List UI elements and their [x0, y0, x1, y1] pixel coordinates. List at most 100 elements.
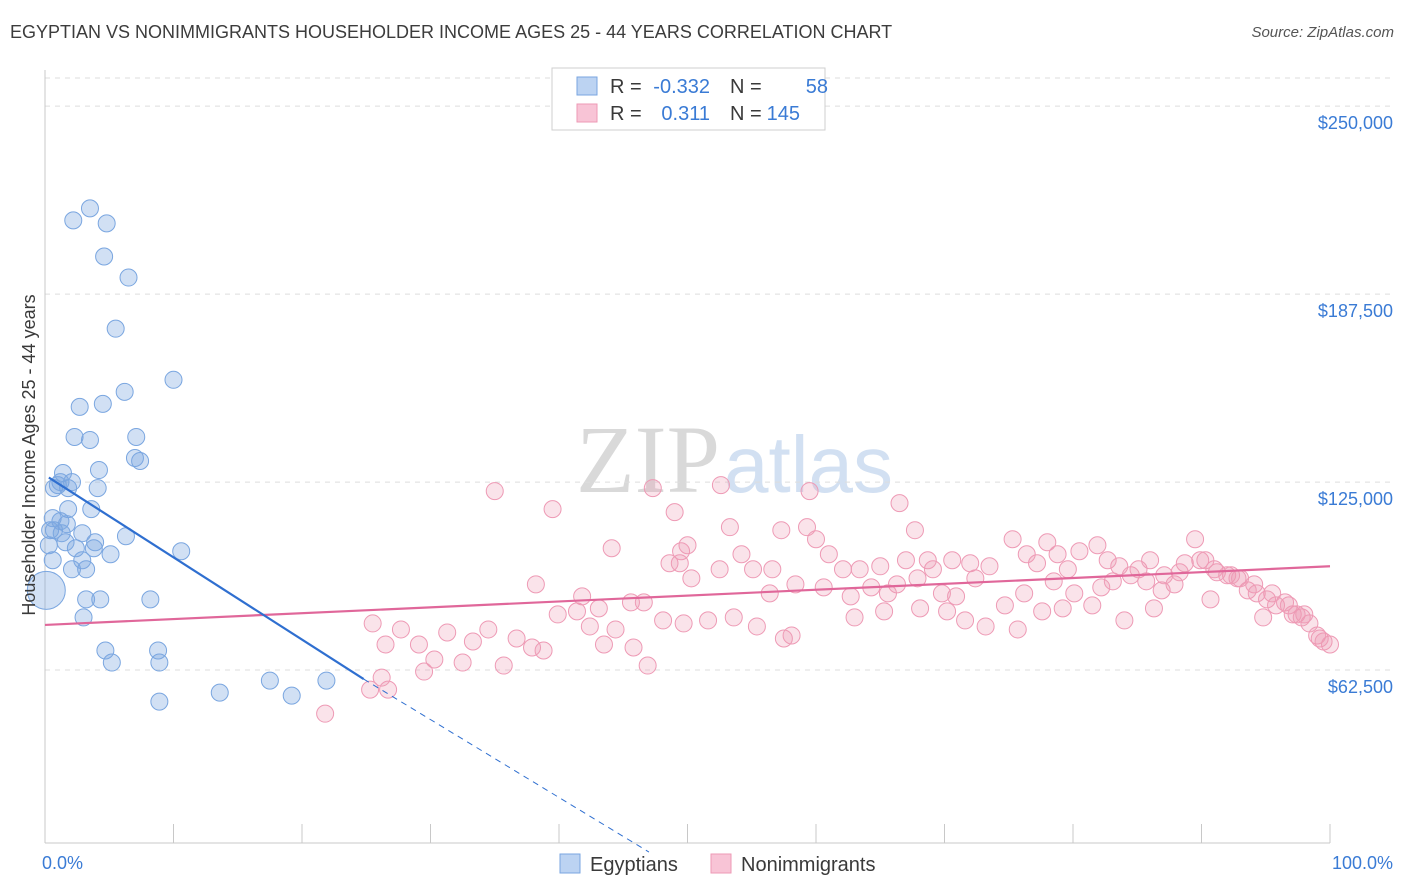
- nonimmigrants-point: [602, 539, 621, 558]
- x-tick-label-max: 100.0%: [1332, 853, 1393, 873]
- nonimmigrants-point: [732, 545, 751, 564]
- egyptians-point: [80, 430, 99, 449]
- nonimmigrants-point: [1310, 629, 1329, 648]
- nonimmigrants-point: [1295, 605, 1314, 624]
- nonimmigrants-point: [526, 575, 545, 594]
- nonimmigrants-point: [1008, 620, 1027, 639]
- nonimmigrants-point: [1258, 590, 1277, 609]
- nonimmigrants-point: [494, 656, 513, 675]
- egyptians-point: [70, 397, 89, 416]
- nonimmigrants-point: [624, 638, 643, 657]
- nonimmigrants-point: [699, 611, 718, 630]
- nonimmigrants-point: [1141, 551, 1160, 570]
- egyptians-point: [317, 671, 336, 690]
- egyptians-point: [89, 461, 108, 480]
- egyptians-point: [125, 449, 144, 468]
- legend-swatch-nonimmigrants: [576, 103, 598, 123]
- nonimmigrants-point: [1083, 596, 1102, 615]
- nonimmigrants-point: [543, 500, 562, 519]
- egyptians-trend-line: [48, 476, 365, 681]
- nonimmigrants-point: [1175, 554, 1194, 573]
- egyptians-point: [172, 542, 191, 561]
- nonimmigrants-point: [1033, 602, 1052, 621]
- legend-label-egyptians: Egyptians: [590, 854, 678, 876]
- nonimmigrants-point: [643, 479, 662, 498]
- nonimmigrants-point: [1003, 530, 1022, 549]
- correlation-legend: R = -0.332 N = 58 R = 0.311 N = 145: [551, 67, 828, 131]
- egyptians-point: [150, 653, 169, 672]
- nonimmigrants-point: [1186, 530, 1205, 549]
- nonimmigrants-point: [875, 602, 894, 621]
- legend-r-value: 0.311: [661, 103, 710, 125]
- egyptians-point: [65, 427, 84, 446]
- gridlines: [45, 77, 1393, 671]
- legend-r-label: R =: [610, 103, 642, 125]
- egyptians-trend-extension: [363, 678, 650, 853]
- nonimmigrants-points: [316, 476, 1339, 723]
- egyptians-point: [102, 653, 121, 672]
- egyptians-point: [91, 590, 110, 609]
- nonimmigrants-point: [1196, 551, 1215, 570]
- nonimmigrants-point: [654, 611, 673, 630]
- nonimmigrants-point: [841, 587, 860, 606]
- nonimmigrants-point: [1058, 560, 1077, 579]
- egyptians-point: [101, 545, 120, 564]
- nonimmigrants-point: [1152, 581, 1171, 600]
- nonimmigrants-point: [887, 575, 906, 594]
- x-tick-label-min: 0.0%: [42, 853, 83, 873]
- nonimmigrants-point: [1279, 596, 1298, 615]
- egyptians-point: [210, 683, 229, 702]
- egyptians-point: [77, 590, 96, 609]
- nonimmigrants-point: [316, 704, 335, 723]
- nonimmigrants-point: [1015, 584, 1034, 603]
- nonimmigrants-point: [682, 569, 701, 588]
- egyptians-point: [73, 524, 92, 543]
- legend-n-label: N =: [730, 103, 762, 125]
- nonimmigrants-point: [724, 608, 743, 627]
- egyptians-point: [80, 199, 99, 218]
- nonimmigrants-point: [523, 638, 542, 657]
- nonimmigrants-point: [1053, 599, 1072, 618]
- egyptians-point: [84, 539, 103, 558]
- nonimmigrants-point: [938, 602, 957, 621]
- egyptians-point: [127, 427, 146, 446]
- nonimmigrants-point: [1017, 545, 1036, 564]
- nonimmigrants-point: [1201, 590, 1220, 609]
- legend-r-value: -0.332: [653, 76, 710, 98]
- nonimmigrants-point: [956, 611, 975, 630]
- nonimmigrants-point: [814, 578, 833, 597]
- egyptians-point: [41, 521, 60, 540]
- nonimmigrants-point: [391, 620, 410, 639]
- nonimmigrants-point: [800, 482, 819, 501]
- nonimmigrants-point: [918, 551, 937, 570]
- nonimmigrants-point: [763, 560, 782, 579]
- nonimmigrants-point: [415, 662, 434, 681]
- nonimmigrants-point: [976, 617, 995, 636]
- nonimmigrants-point: [943, 551, 962, 570]
- legend-label-nonimmigrants: Nonimmigrants: [741, 854, 875, 876]
- nonimmigrants-point: [1191, 551, 1210, 570]
- nonimmigrants-point: [850, 560, 869, 579]
- nonimmigrants-point: [923, 560, 942, 579]
- egyptians-point: [52, 524, 71, 543]
- nonimmigrants-point: [638, 656, 657, 675]
- nonimmigrants-point: [1137, 572, 1156, 591]
- legend-swatch-nonimmigrants: [710, 853, 732, 874]
- nonimmigrants-point: [961, 554, 980, 573]
- nonimmigrants-point: [720, 518, 739, 537]
- nonimmigrants-point: [845, 608, 864, 627]
- egyptians-point: [43, 551, 62, 570]
- nonimmigrants-point: [665, 503, 684, 522]
- egyptians-point: [77, 560, 96, 579]
- nonimmigrants-point: [438, 623, 457, 642]
- nonimmigrants-point: [980, 557, 999, 576]
- egyptians-point: [88, 479, 107, 498]
- nonimmigrants-point: [573, 587, 592, 606]
- egyptians-point: [73, 551, 92, 570]
- nonimmigrants-point: [1044, 572, 1063, 591]
- nonimmigrants-point: [1254, 608, 1273, 627]
- chart-title: EGYPTIAN VS NONIMMIGRANTS HOUSEHOLDER IN…: [10, 22, 893, 42]
- nonimmigrants-point: [1205, 560, 1224, 579]
- egyptians-points: [26, 199, 336, 711]
- y-axis-title: Householder Income Ages 25 - 44 years: [19, 294, 39, 615]
